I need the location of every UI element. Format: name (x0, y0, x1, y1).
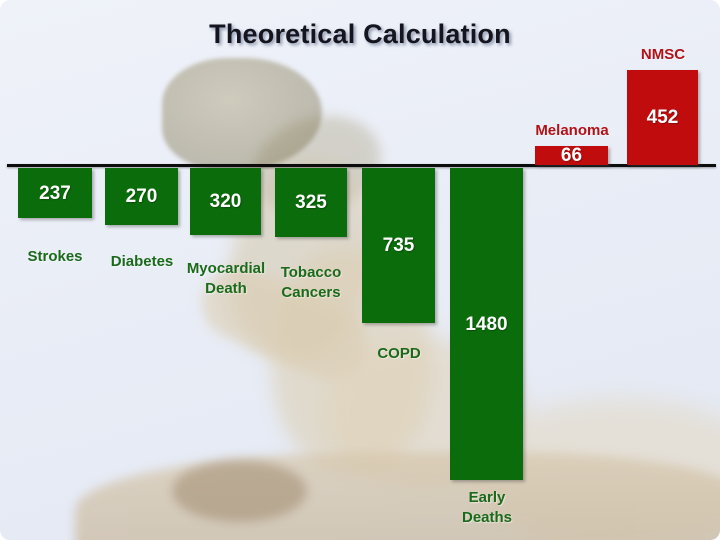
bar-label-strokes: Strokes (27, 248, 83, 265)
axis-baseline (7, 164, 716, 167)
bar-label-early-deaths: Early Deaths (461, 489, 513, 527)
bar-label-melanoma: Melanoma (535, 122, 609, 139)
bar-melanoma: 66 (535, 146, 608, 165)
bar-tobacco-cancers: 325 (275, 168, 347, 237)
statue-rock-shape (75, 452, 720, 540)
statue-shape (172, 460, 307, 522)
bar-label-myocardial-death: Myocardial Death (186, 260, 266, 298)
bar-value-nmsc: 452 (646, 107, 679, 128)
bar-nmsc: 452 (627, 70, 698, 165)
statue-head-shape (162, 58, 322, 170)
bar-label-tobacco-cancers: Tobacco Cancers (280, 264, 342, 302)
bar-label-nmsc: NMSC (640, 46, 686, 63)
bar-value-tobacco-cancers: 325 (295, 192, 327, 213)
bar-strokes: 237 (18, 168, 92, 218)
bar-label-copd: COPD (377, 345, 421, 362)
bar-label-diabetes: Diabetes (110, 253, 174, 270)
bar-value-diabetes: 270 (125, 186, 158, 207)
bar-value-strokes: 237 (39, 182, 71, 204)
bar-diabetes: 270 (105, 168, 178, 225)
bar-value-melanoma: 66 (560, 145, 583, 166)
bar-value-myocardial-death: 320 (209, 191, 242, 212)
bar-value-early-deaths: 1480 (465, 313, 508, 335)
bar-myocardial-death: 320 (190, 168, 261, 235)
bar-early-deaths: 1480 (450, 168, 523, 480)
bar-copd: 735 (362, 168, 435, 323)
slide-title: Theoretical Calculation (209, 19, 511, 49)
bar-value-copd: 735 (382, 235, 415, 256)
